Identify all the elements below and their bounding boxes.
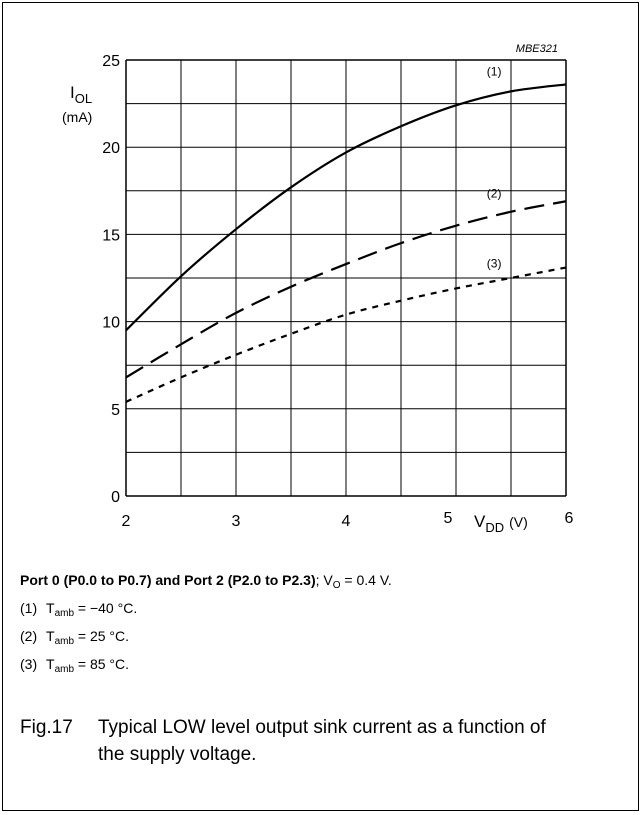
series-line-2 — [125, 200, 567, 379]
x-tick-label: 5 — [444, 510, 453, 527]
y-ticks: 0 5 10 15 20 25 — [102, 53, 120, 506]
conditions-bold: Port 0 (P0.0 to P0.7) and Port 2 (P2.0 t… — [20, 572, 316, 588]
series-label-1: (1) — [487, 64, 502, 78]
series-line-3 — [125, 266, 567, 403]
series-line-1 — [125, 83, 567, 332]
curve-note-1: (1) Tamb = −40 °C. — [20, 600, 138, 619]
y-tick-label: 20 — [102, 140, 120, 157]
y-tick-label: 5 — [111, 402, 120, 419]
x-ticks: 2 3 4 5 6 — [122, 510, 574, 530]
y-axis-label: IOL — [70, 83, 92, 106]
chart-notes: Port 0 (P0.0 to P0.7) and Port 2 (P2.0 t… — [20, 569, 392, 681]
figure-number: Fig.17 — [20, 717, 73, 738]
y-tick-label: 0 — [111, 489, 120, 506]
series-lines — [125, 83, 567, 403]
y-axis-unit: (mA) — [62, 109, 92, 125]
series-labels: (1) (2) (3) — [487, 64, 502, 270]
chart: MBE321 0 5 10 15 20 25 2 3 4 5 6 (1) (2) (3) IOL (m… — [62, 43, 574, 535]
x-tick-label: 4 — [342, 513, 351, 530]
x-tick-label: 2 — [122, 513, 131, 530]
x-tick-label: 6 — [565, 510, 574, 527]
y-tick-label: 25 — [102, 53, 120, 70]
curve-note-2: (2) Tamb = 25 °C. — [20, 628, 130, 647]
y-tick-label: 15 — [102, 227, 120, 244]
figure-code: MBE321 — [516, 43, 558, 55]
caption-text: Typical LOW level output sink current as… — [98, 717, 546, 765]
x-tick-label: 3 — [232, 513, 241, 530]
figure-caption: Fig.17 Typical LOW level output sink curr… — [20, 714, 548, 768]
curve-note-3: (3) Tamb = 85 °C. — [20, 656, 130, 675]
conditions-line: Port 0 (P0.0 to P0.7) and Port 2 (P2.0 t… — [20, 572, 392, 591]
series-label-2: (2) — [487, 187, 502, 201]
x-axis-label: VDD (V) — [474, 512, 528, 535]
y-tick-label: 10 — [102, 315, 120, 332]
grid — [125, 59, 567, 497]
series-label-3: (3) — [487, 256, 502, 270]
